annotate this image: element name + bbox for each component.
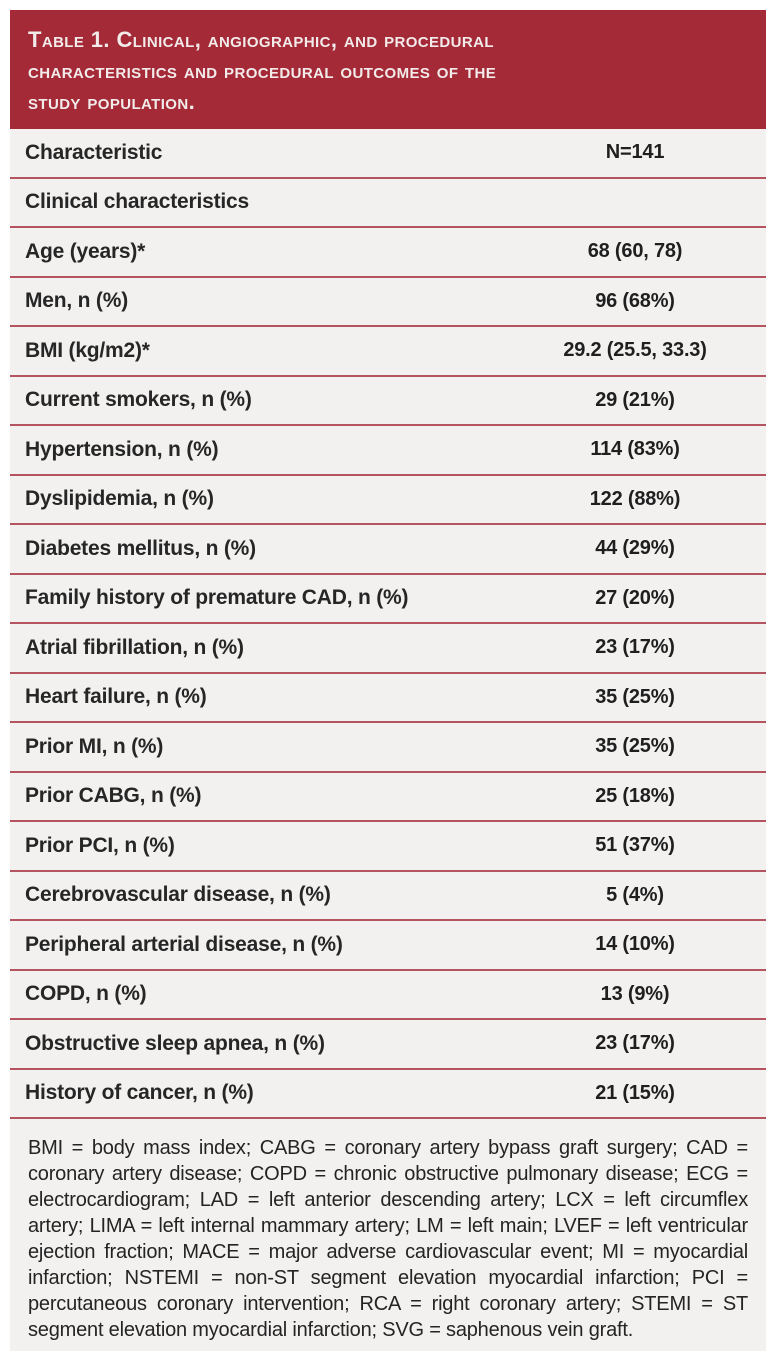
section-header-row: Clinical characteristics (10, 179, 766, 228)
row-label: History of cancer, n (%) (25, 1081, 254, 1105)
row-value: 27 (20%) (595, 586, 675, 609)
row-value: 44 (29%) (595, 537, 675, 560)
table-title-line-3: study population. (28, 89, 196, 114)
table-row: Prior CABG, n (%) 25 (18%) (10, 773, 766, 822)
row-value: 13 (9%) (600, 982, 670, 1005)
row-value: 29.2 (25.5, 33.3) (563, 339, 707, 362)
column-header-n: N=141 (605, 141, 665, 164)
table-row: Obstructive sleep apnea, n (%) 23 (17%) (10, 1020, 766, 1070)
table-title-bar: Table 1. Clinical, angiographic, and pro… (10, 10, 766, 129)
table-row: Heart failure, n (%) 35 (25%) (10, 674, 766, 723)
table-row: Peripheral arterial disease, n (%) 14 (1… (10, 921, 766, 971)
table-row: Age (years)* 68 (60, 78) (10, 228, 766, 278)
table-row: COPD, n (%) 13 (9%) (10, 971, 766, 1020)
row-value: 23 (17%) (595, 1032, 675, 1055)
row-value: 51 (37%) (595, 834, 675, 857)
row-value: 68 (60, 78) (587, 240, 683, 263)
table-row: History of cancer, n (%) 21 (15%) (10, 1070, 766, 1119)
row-label: Diabetes mellitus, n (%) (25, 536, 256, 560)
table-body: Clinical characteristics Age (years)* 68… (10, 179, 766, 1119)
row-label: Age (years)* (25, 239, 146, 263)
table-row: Men, n (%) 96 (68%) (10, 278, 766, 327)
row-label: Obstructive sleep apnea, n (%) (25, 1031, 325, 1055)
row-label: COPD, n (%) (25, 982, 147, 1006)
table-row: Dyslipidemia, n (%) 122 (88%) (10, 476, 766, 525)
row-label: Prior CABG, n (%) (25, 784, 202, 808)
table-row: Family history of premature CAD, n (%) 2… (10, 575, 766, 624)
row-label: Heart failure, n (%) (25, 685, 207, 709)
row-value: 21 (15%) (595, 1081, 675, 1104)
row-value: 25 (18%) (595, 784, 675, 807)
table1-card: Table 1. Clinical, angiographic, and pro… (10, 10, 766, 1351)
row-value: 29 (21%) (595, 388, 675, 411)
row-value: 114 (83%) (590, 438, 680, 461)
table-title-line-1: Table 1. Clinical, angiographic, and pro… (28, 27, 494, 52)
row-label: Clinical characteristics (25, 190, 249, 214)
row-value: 5 (4%) (606, 883, 664, 906)
table-title-line-2: characteristics and procedural outcomes … (28, 58, 497, 83)
row-value: 35 (25%) (595, 735, 675, 758)
row-value: 122 (88%) (589, 487, 681, 510)
table-row: Hypertension, n (%) 114 (83%) (10, 426, 766, 476)
row-value: 96 (68%) (595, 289, 675, 312)
column-header-characteristic: Characteristic (25, 140, 163, 164)
table-row: Prior PCI, n (%) 51 (37%) (10, 822, 766, 872)
table-row: Prior MI, n (%) 35 (25%) (10, 723, 766, 773)
row-label: Peripheral arterial disease, n (%) (25, 932, 343, 956)
column-header-row: Characteristic N=141 (10, 129, 766, 179)
row-label: Current smokers, n (%) (25, 388, 252, 412)
table-row: Cerebrovascular disease, n (%) 5 (4%) (10, 872, 766, 921)
row-label: Men, n (%) (25, 289, 128, 313)
row-label: Prior PCI, n (%) (25, 833, 175, 857)
row-value: 23 (17%) (595, 636, 675, 659)
table-row: BMI (kg/m2)* 29.2 (25.5, 33.3) (10, 327, 766, 377)
row-label: Prior MI, n (%) (25, 734, 164, 758)
row-label: Hypertension, n (%) (25, 437, 219, 461)
row-label: Dyslipidemia, n (%) (25, 487, 214, 511)
row-label: Family history of premature CAD, n (%) (25, 586, 409, 610)
table-footnote: BMI = body mass index; CABG = coronary a… (28, 1137, 748, 1341)
table-row: Current smokers, n (%) 29 (21%) (10, 377, 766, 426)
table-row: Atrial fibrillation, n (%) 23 (17%) (10, 624, 766, 674)
row-value: 14 (10%) (595, 933, 675, 956)
row-label: Atrial fibrillation, n (%) (25, 635, 244, 659)
row-value: 35 (25%) (595, 685, 675, 708)
table-row: Diabetes mellitus, n (%) 44 (29%) (10, 525, 766, 575)
row-label: Cerebrovascular disease, n (%) (25, 883, 331, 907)
row-label: BMI (kg/m2)* (25, 338, 150, 362)
